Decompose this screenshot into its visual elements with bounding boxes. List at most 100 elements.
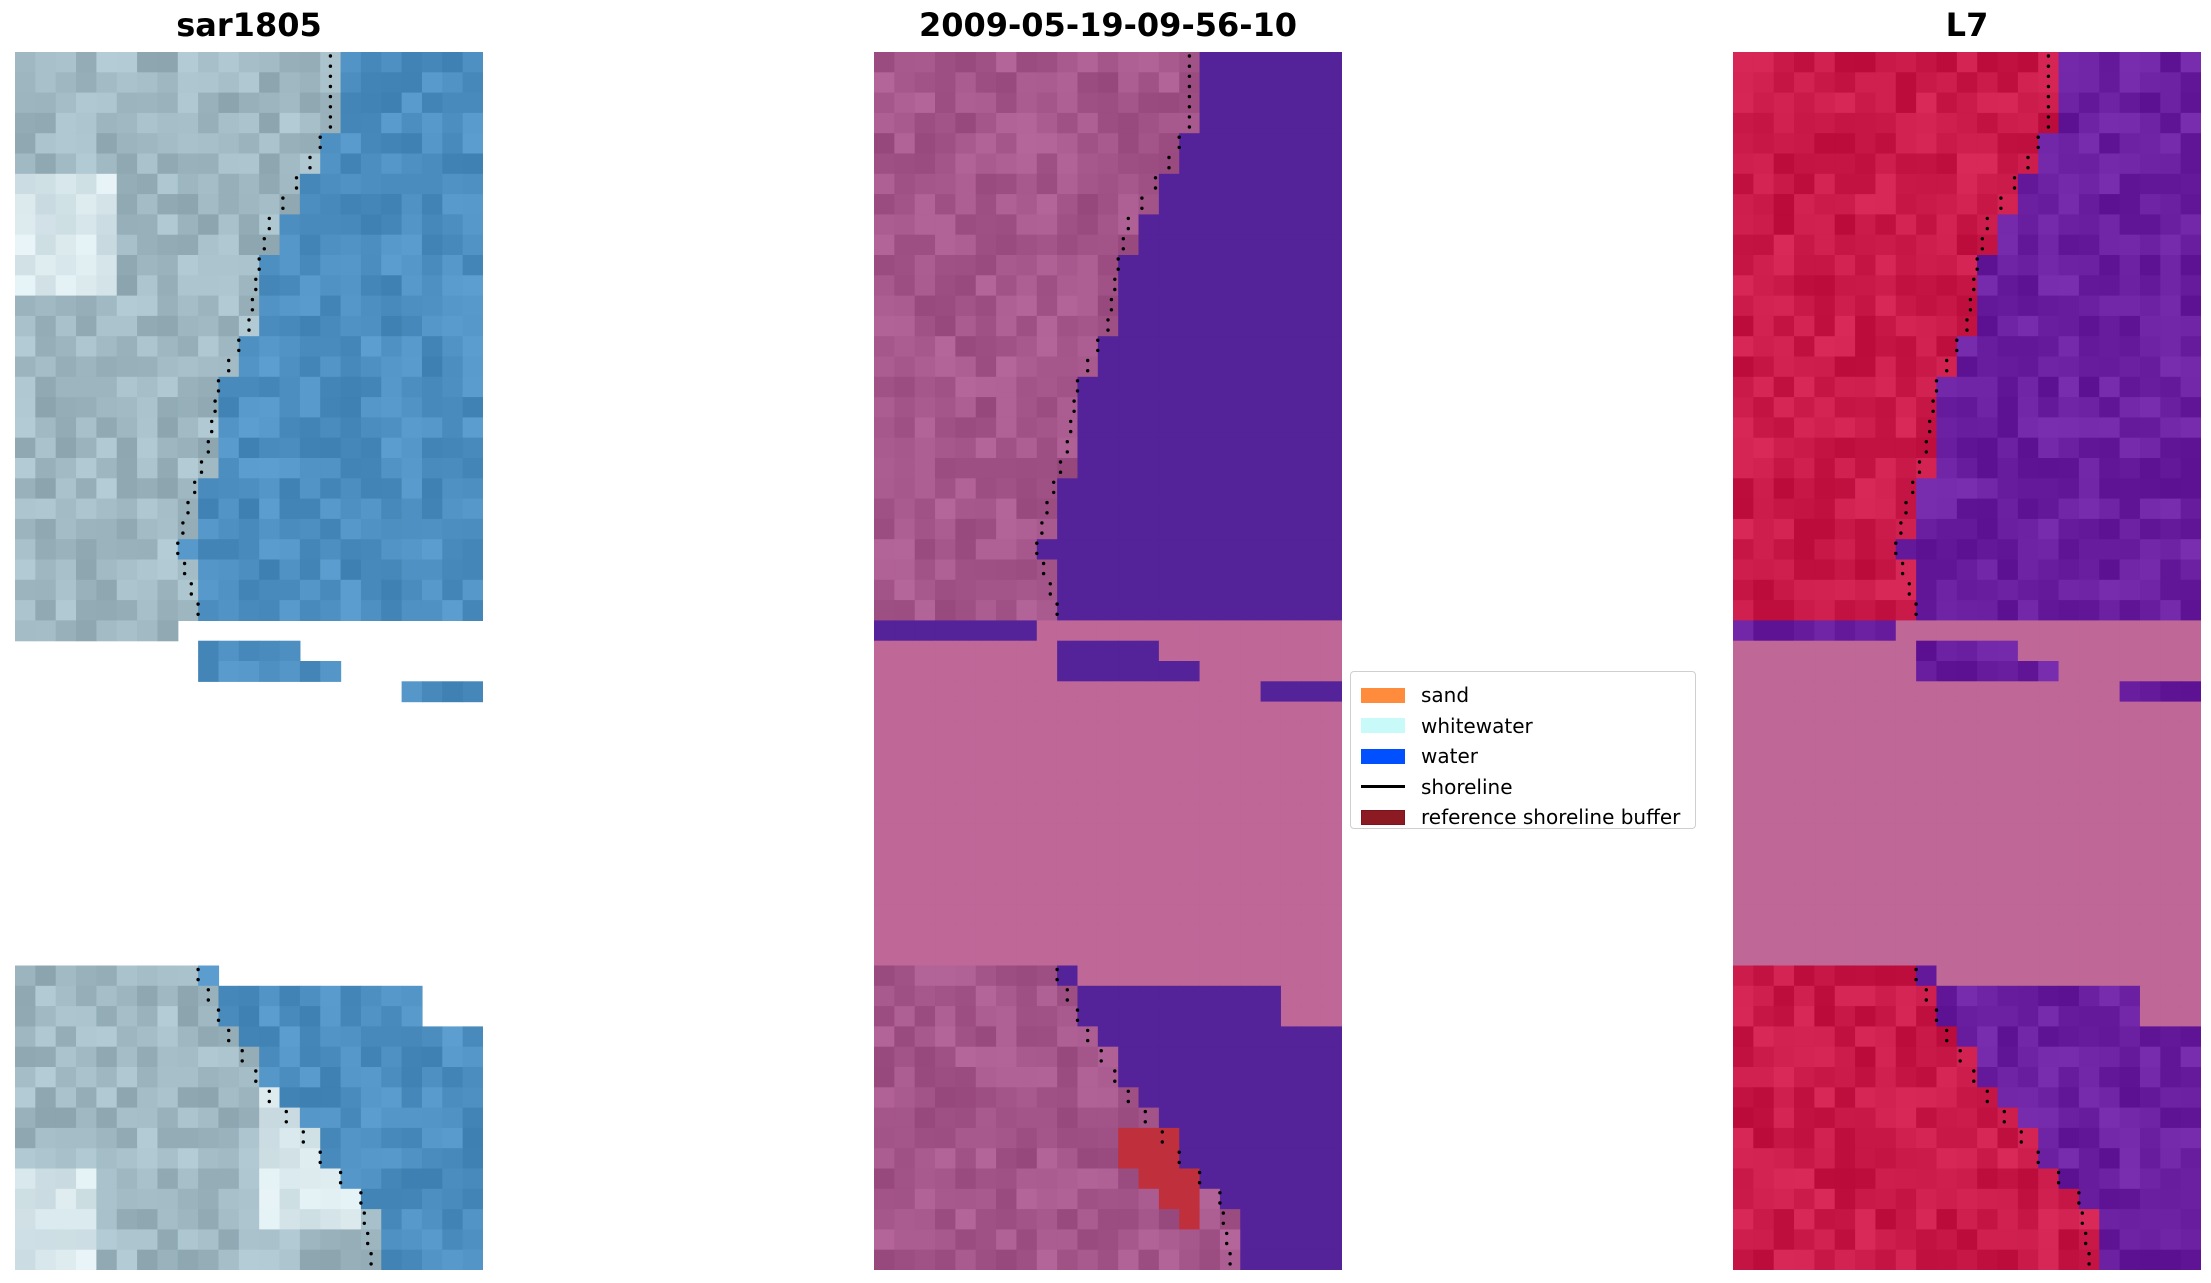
pixel — [15, 1046, 36, 1068]
pixel — [1977, 1107, 1999, 1129]
pixel — [1895, 640, 1917, 662]
pixel — [1219, 681, 1241, 703]
pixel — [1733, 275, 1754, 297]
pixel — [1240, 112, 1262, 134]
pixel — [238, 1188, 260, 1210]
pixel — [1240, 1107, 1262, 1129]
pixel — [935, 579, 956, 601]
pixel — [894, 782, 916, 804]
pixel — [1118, 701, 1140, 723]
pixel — [874, 1209, 895, 1230]
pixel — [421, 437, 443, 459]
pixel — [1916, 985, 1938, 1007]
pixel — [1855, 417, 1877, 439]
pixel — [1916, 72, 1938, 94]
pixel — [1138, 721, 1160, 743]
pixel — [975, 356, 997, 378]
pixel — [2038, 397, 2060, 418]
pixel — [2017, 721, 2039, 743]
pixel — [299, 234, 321, 256]
pixel — [442, 376, 464, 398]
pixel — [1240, 336, 1262, 358]
pixel — [442, 458, 464, 479]
pixel — [935, 721, 956, 743]
pixel — [1219, 1188, 1241, 1210]
pixel — [2078, 701, 2100, 723]
shoreline-point — [1928, 429, 1932, 434]
pixel — [1936, 1229, 1958, 1251]
pixel — [96, 965, 118, 987]
pixel — [198, 72, 220, 94]
shoreline-point — [237, 338, 241, 342]
pixel — [2078, 315, 2100, 337]
pixel — [238, 214, 260, 236]
pixel — [360, 153, 382, 175]
pixel — [1097, 1209, 1119, 1230]
pixel — [1260, 1026, 1282, 1048]
pixel — [1199, 498, 1221, 520]
pixel — [2160, 72, 2182, 94]
pixel — [1834, 742, 1856, 764]
pixel — [137, 1046, 159, 1068]
pixel — [2017, 376, 2039, 398]
pixel — [1997, 153, 2019, 175]
pixel — [2160, 1229, 2182, 1251]
pixel — [259, 478, 281, 500]
legend-label-water: water — [1421, 744, 1478, 769]
pixel — [462, 275, 483, 297]
pixel — [894, 1127, 916, 1149]
pixel — [1240, 985, 1262, 1007]
pixel — [914, 52, 936, 73]
pixel — [874, 640, 895, 662]
pixel — [96, 295, 118, 317]
pixel — [1057, 1168, 1079, 1190]
pixel — [177, 397, 199, 418]
pixel — [15, 214, 36, 236]
pixel — [360, 559, 382, 581]
pixel — [1855, 1209, 1877, 1230]
pixel — [996, 701, 1018, 723]
pixel — [2038, 234, 2060, 256]
pixel — [1753, 1006, 1775, 1027]
pixel — [381, 1148, 403, 1170]
pixel — [1956, 295, 1978, 317]
pixel — [1036, 1249, 1058, 1270]
pixel — [421, 153, 443, 175]
pixel — [1895, 336, 1917, 358]
pixel — [177, 214, 199, 236]
pixel — [55, 52, 77, 73]
shoreline-point — [254, 277, 258, 281]
pixel — [914, 417, 936, 439]
pixel — [1733, 1148, 1754, 1170]
pixel — [935, 904, 956, 926]
pixel — [157, 1087, 179, 1109]
pixel — [279, 214, 301, 236]
pixel — [1814, 397, 1836, 418]
pixel — [116, 417, 138, 439]
pixel — [1895, 417, 1917, 439]
pixel — [15, 437, 36, 459]
pixel — [2180, 640, 2201, 662]
pixel — [1077, 721, 1099, 743]
pixel — [1814, 843, 1836, 865]
pixel — [401, 1067, 423, 1088]
pixel — [1916, 356, 1938, 378]
pixel — [1077, 945, 1099, 967]
pixel — [1977, 701, 1999, 723]
pixel — [238, 234, 260, 256]
pixel — [177, 498, 199, 520]
pixel — [198, 478, 220, 500]
pixel — [1855, 72, 1877, 94]
pixel — [1158, 539, 1180, 561]
pixel — [1834, 681, 1856, 703]
pixel — [1814, 234, 1836, 256]
pixel — [2038, 701, 2060, 723]
pixel — [1097, 1046, 1119, 1068]
pixel — [894, 620, 916, 642]
pixel — [1814, 336, 1836, 358]
pixel — [2017, 965, 2039, 987]
pixel — [894, 559, 916, 581]
pixel — [279, 92, 301, 114]
pixel — [1036, 782, 1058, 804]
pixel — [1280, 153, 1302, 175]
